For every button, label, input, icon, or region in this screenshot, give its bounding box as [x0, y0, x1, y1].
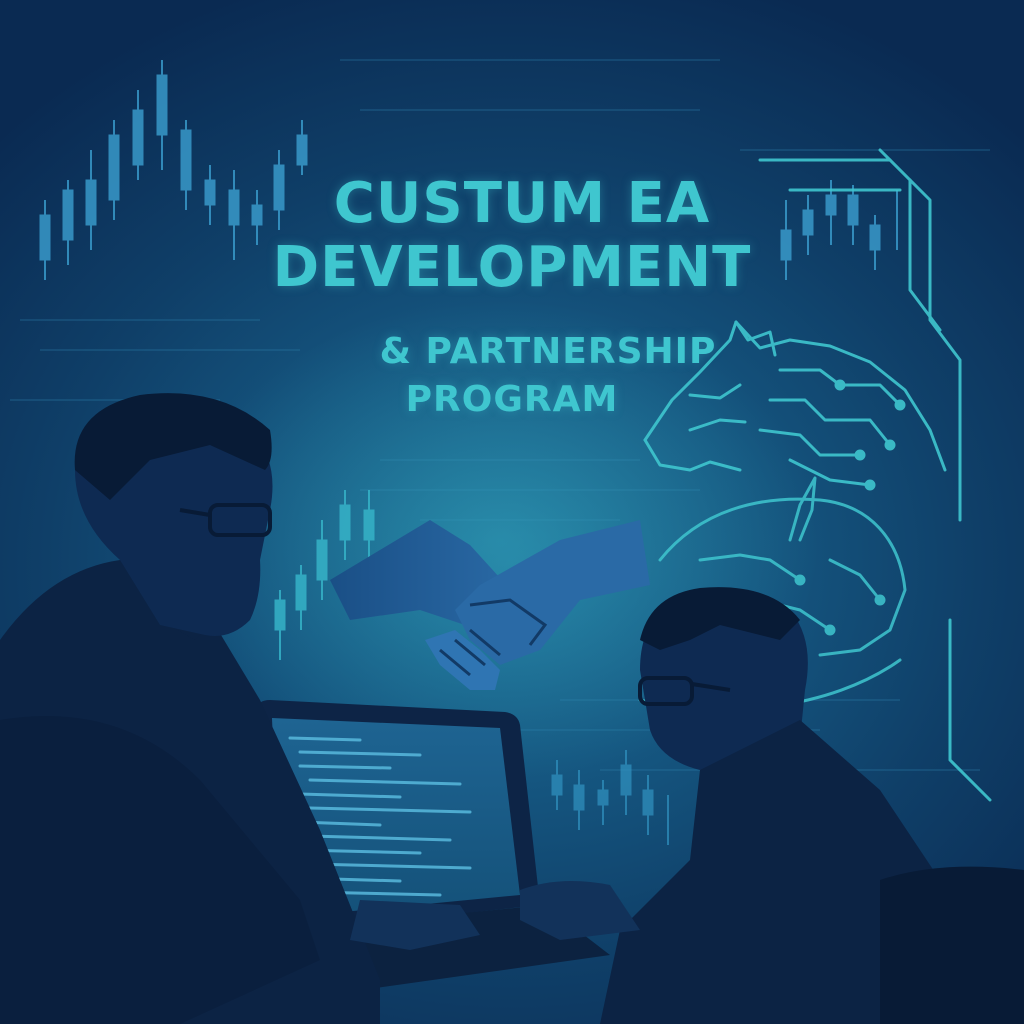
developer-silhouette-left: [0, 393, 480, 1024]
candlestick-chart-icon: [39, 60, 308, 280]
handshake-icon: [330, 520, 650, 690]
glasses: [638, 676, 731, 706]
candlestick-chart-icon: [780, 180, 898, 280]
subtitle-line-2: PROGRAM: [405, 379, 619, 420]
circuit-tiger-icon: [643, 148, 992, 802]
developer-silhouette-right: [520, 587, 1024, 1024]
code-lines: [288, 736, 472, 897]
glasses: [179, 503, 272, 537]
title-line-1: CUSTUM EA: [333, 171, 711, 236]
subtitle-line-1: & PARTNERSHIP: [379, 331, 717, 372]
candlestick-chart-icon: [274, 490, 375, 660]
candlestick-chart-icon: [551, 750, 669, 845]
title-line-2: DEVELOPMENT: [272, 235, 752, 300]
